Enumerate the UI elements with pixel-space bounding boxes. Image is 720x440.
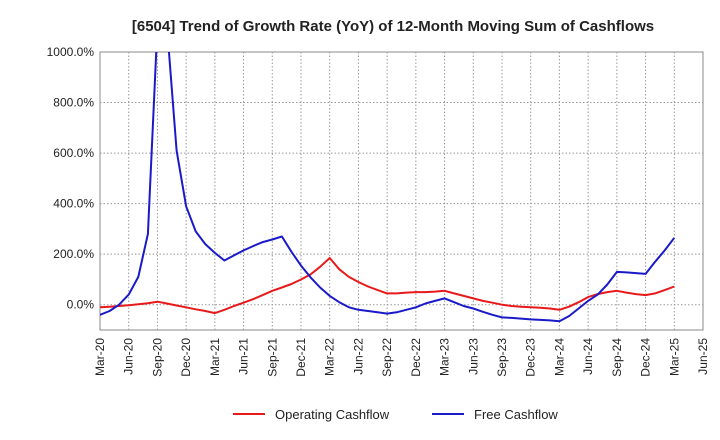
y-tick-label: 800.0% [53,96,94,110]
legend-label: Free Cashflow [474,407,558,422]
x-tick-label: Jun-24 [581,338,595,375]
x-tick-label: Mar-23 [438,338,452,376]
x-tick-label: Jun-23 [466,338,480,375]
legend: Operating Cashflow Free Cashflow [233,407,558,422]
x-tick-label: Jun-20 [122,338,136,375]
x-tick-label: Mar-21 [208,338,222,376]
legend-label: Operating Cashflow [275,407,390,422]
y-tick-label: 0.0% [67,298,95,312]
operating-cashflow-line [100,257,675,315]
x-axis: Mar-20 Jun-20 Sep-20 Dec-20 Mar-21 Jun-21 Sep-… [93,338,710,377]
x-tick-label: Sep-23 [495,338,509,377]
y-axis: 0.0% 200.0% 400.0% 600.0% 800.0% 1000.0% [47,45,95,312]
x-tick-label: Sep-20 [150,338,164,377]
x-tick-label: Dec-24 [639,338,653,377]
x-tick-label: Dec-20 [179,338,193,377]
x-tick-label: Mar-25 [667,338,681,376]
y-tick-label: 1000.0% [47,45,95,59]
x-tick-label: Sep-24 [610,338,624,377]
chart-title: [6504] Trend of Growth Rate (YoY) of 12-… [132,18,654,35]
x-tick-label: Mar-20 [93,338,107,376]
x-tick-label: Jun-22 [351,338,365,375]
x-tick-label: Sep-21 [265,338,279,377]
x-tick-label: Mar-22 [323,338,337,376]
y-tick-label: 400.0% [53,197,94,211]
free-cashflow-line [100,52,676,323]
x-tick-label: Dec-23 [524,338,538,377]
grid [99,51,704,331]
x-tick-label: Mar-24 [552,338,566,376]
x-tick-label: Jun-25 [696,338,710,375]
x-tick-label: Jun-21 [237,338,251,375]
plot-area [100,52,676,323]
x-tick-label: Dec-21 [294,338,308,377]
x-tick-label: Dec-22 [409,338,423,377]
y-tick-label: 600.0% [53,146,94,160]
plot-frame [99,51,704,331]
x-tick-label: Sep-22 [380,338,394,377]
y-tick-label: 200.0% [53,247,94,261]
